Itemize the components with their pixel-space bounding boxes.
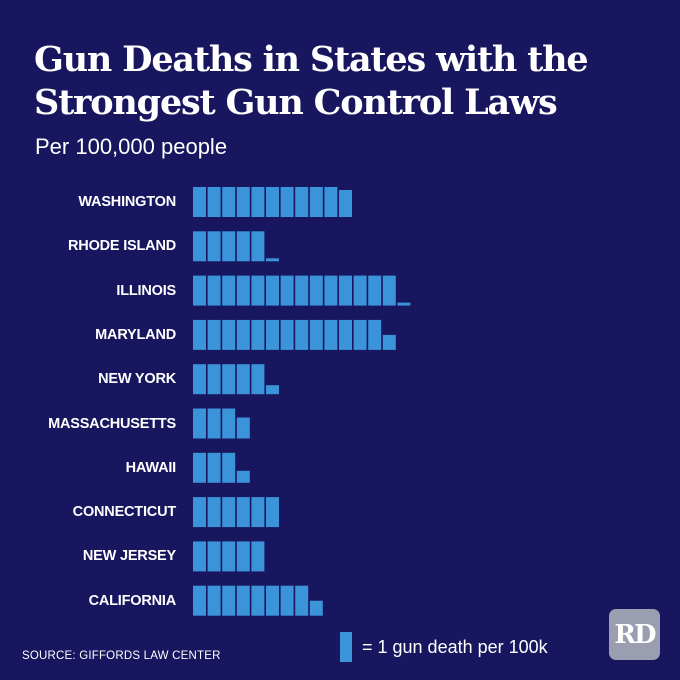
unit-bar bbox=[207, 408, 221, 439]
unit-bar bbox=[266, 385, 279, 395]
unit-bar bbox=[324, 319, 338, 350]
unit-bar bbox=[236, 585, 250, 616]
unit-bar bbox=[339, 319, 352, 350]
unit-bar bbox=[339, 190, 352, 217]
unit-bar bbox=[251, 231, 265, 262]
unit-bar bbox=[324, 187, 338, 217]
unit-bar bbox=[207, 275, 221, 306]
unit-bar bbox=[193, 541, 206, 572]
unit-bar bbox=[207, 452, 221, 483]
unit-bar bbox=[236, 364, 250, 395]
unit-bar bbox=[266, 585, 279, 616]
unit-bar bbox=[353, 319, 367, 350]
category-label: CALIFORNIA bbox=[88, 592, 177, 609]
unit-bar bbox=[193, 187, 206, 217]
unit-bar bbox=[222, 275, 236, 306]
unit-bar bbox=[382, 334, 396, 350]
unit-bar bbox=[266, 497, 279, 528]
unit-bar bbox=[266, 258, 279, 262]
unit-bar bbox=[280, 275, 294, 306]
chart-title: Gun Deaths in States with the Strongest … bbox=[34, 39, 589, 123]
unit-bar bbox=[193, 319, 206, 350]
unit-bar bbox=[193, 585, 206, 616]
unit-bar bbox=[193, 364, 206, 395]
unit-bar bbox=[207, 497, 221, 528]
unit-bar bbox=[222, 452, 236, 483]
logo-text: RD bbox=[614, 619, 656, 650]
unit-bar bbox=[222, 585, 236, 616]
unit-bar bbox=[309, 600, 323, 616]
unit-bar bbox=[295, 275, 309, 306]
category-label: ILLINOIS bbox=[116, 282, 176, 299]
unit-bar bbox=[309, 319, 323, 350]
unit-bar bbox=[207, 187, 221, 217]
unit-bar bbox=[236, 275, 250, 306]
unit-bar bbox=[251, 275, 265, 306]
unit-bar bbox=[295, 319, 309, 350]
unit-bar bbox=[207, 585, 221, 616]
unit-bar bbox=[222, 364, 236, 395]
unit-bar bbox=[207, 364, 221, 395]
unit-bar bbox=[295, 187, 309, 217]
category-label: CONNECTICUT bbox=[72, 504, 177, 521]
category-label: MARYLAND bbox=[95, 326, 176, 343]
unit-bar bbox=[207, 319, 221, 350]
unit-bar bbox=[266, 319, 279, 350]
unit-bar bbox=[207, 541, 221, 572]
unit-bar bbox=[251, 187, 265, 217]
unit-bar bbox=[207, 231, 221, 262]
unit-bar bbox=[382, 275, 396, 306]
category-label: MASSACHUSETTS bbox=[48, 415, 176, 432]
unit-bar bbox=[280, 187, 294, 217]
unit-bar bbox=[236, 187, 250, 217]
unit-bar bbox=[295, 585, 309, 616]
unit-bar bbox=[222, 187, 236, 217]
source-note: SOURCE: GIFFORDS LAW CENTER bbox=[22, 650, 221, 662]
unit-bar bbox=[222, 319, 236, 350]
category-label: NEW YORK bbox=[98, 371, 176, 388]
category-label: WASHINGTON bbox=[78, 194, 176, 210]
category-label: NEW JERSEY bbox=[82, 548, 176, 565]
legend-text: = 1 gun death per 100k bbox=[362, 636, 548, 657]
unit-bar bbox=[266, 187, 279, 217]
unit-bar bbox=[266, 275, 279, 306]
unit-bar bbox=[353, 275, 367, 306]
unit-bar bbox=[222, 541, 236, 572]
unit-bar bbox=[251, 585, 265, 616]
unit-bar bbox=[251, 319, 265, 350]
unit-bar bbox=[222, 408, 236, 439]
unit-bar bbox=[251, 364, 265, 395]
legend: = 1 gun death per 100k bbox=[340, 632, 548, 662]
unit-bar bbox=[309, 275, 323, 306]
unit-bar bbox=[193, 452, 206, 483]
unit-bar bbox=[222, 231, 236, 262]
unit-bar bbox=[236, 497, 250, 528]
unit-bar bbox=[236, 417, 250, 439]
unit-bar bbox=[251, 541, 265, 572]
unit-bar bbox=[193, 231, 206, 262]
unit-bar bbox=[280, 319, 294, 350]
category-label: HAWAII bbox=[125, 459, 177, 476]
unit-bar bbox=[309, 187, 323, 217]
unit-bar bbox=[236, 319, 250, 350]
rd-logo: RD bbox=[609, 609, 660, 660]
legend-unit-swatch bbox=[340, 632, 352, 662]
unit-bar bbox=[280, 585, 294, 616]
unit-bar bbox=[339, 275, 352, 306]
unit-bar bbox=[193, 408, 206, 439]
unit-bar bbox=[236, 231, 250, 262]
unit-bar bbox=[368, 275, 382, 306]
unit-bar bbox=[324, 275, 338, 306]
category-label: RHODE ISLAND bbox=[68, 238, 176, 255]
chart-subtitle: Per 100,000 people bbox=[35, 134, 228, 159]
unit-bar bbox=[236, 470, 250, 483]
unit-bar bbox=[236, 541, 250, 572]
unit-bar bbox=[397, 302, 411, 306]
unit-bar bbox=[368, 319, 382, 350]
unit-bar bbox=[251, 497, 265, 528]
unit-bar bbox=[193, 275, 206, 306]
unit-bar bbox=[193, 497, 206, 528]
unit-bar bbox=[222, 497, 236, 528]
